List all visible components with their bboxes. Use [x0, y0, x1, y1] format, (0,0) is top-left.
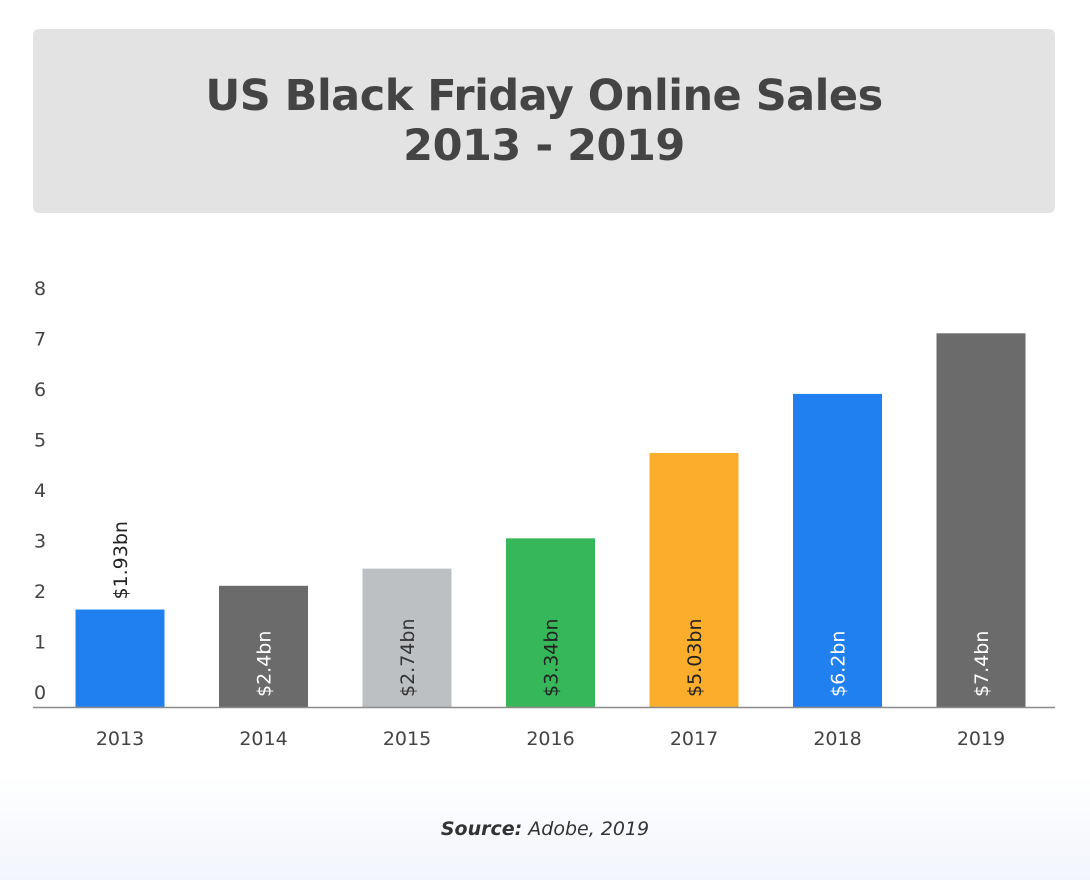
- y-tick-label: 3: [34, 531, 46, 553]
- x-tick-label: 2016: [526, 728, 574, 750]
- chart-title-line2: 2013 - 2019: [403, 121, 685, 171]
- x-tick-label: 2013: [96, 728, 144, 750]
- x-tick-label: 2015: [383, 728, 431, 750]
- y-tick-label: 4: [34, 480, 46, 502]
- bar-data-label: $6.2bn: [828, 631, 850, 697]
- y-tick-label: 8: [34, 278, 46, 300]
- y-tick-label: 5: [34, 430, 46, 452]
- bar: [75, 609, 165, 707]
- bar: [936, 333, 1026, 707]
- bar-data-label: $5.03bn: [684, 619, 706, 698]
- bar: [219, 585, 308, 707]
- bar-data-label: $3.34bn: [541, 619, 563, 698]
- bar-data-label: $1.93bn: [110, 521, 132, 600]
- title-box: US Black Friday Online Sales 2013 - 2019: [33, 29, 1055, 213]
- bar: [793, 393, 882, 707]
- bar: [362, 568, 452, 707]
- chart-title-line1: US Black Friday Online Sales: [205, 71, 883, 121]
- x-tick-label: 2014: [239, 728, 287, 750]
- bar: [649, 452, 739, 707]
- y-tick-label: 6: [34, 379, 46, 401]
- source-label: Source:: [440, 818, 523, 840]
- y-tick-label: 2: [34, 581, 46, 603]
- bar: [506, 538, 595, 707]
- y-tick-label: 7: [34, 329, 46, 351]
- bar-chart: 0 1 2 3 4 5 6 7 8 $1.93bn 2013 $2.4bn 2014 $2.74bn 201…: [33, 278, 1055, 750]
- bar-data-label: $2.4bn: [254, 631, 276, 697]
- bar-data-label: $7.4bn: [971, 631, 993, 697]
- x-tick-label: 2017: [670, 728, 718, 750]
- x-tick-label: 2018: [813, 728, 861, 750]
- y-tick-label: 1: [34, 632, 46, 654]
- x-tick-label: 2019: [957, 728, 1005, 750]
- bar-data-label: $2.74bn: [397, 619, 419, 698]
- y-tick-label: 0: [34, 682, 46, 704]
- source-note: Source: Adobe, 2019: [0, 818, 1090, 840]
- source-text: Adobe, 2019: [528, 818, 650, 840]
